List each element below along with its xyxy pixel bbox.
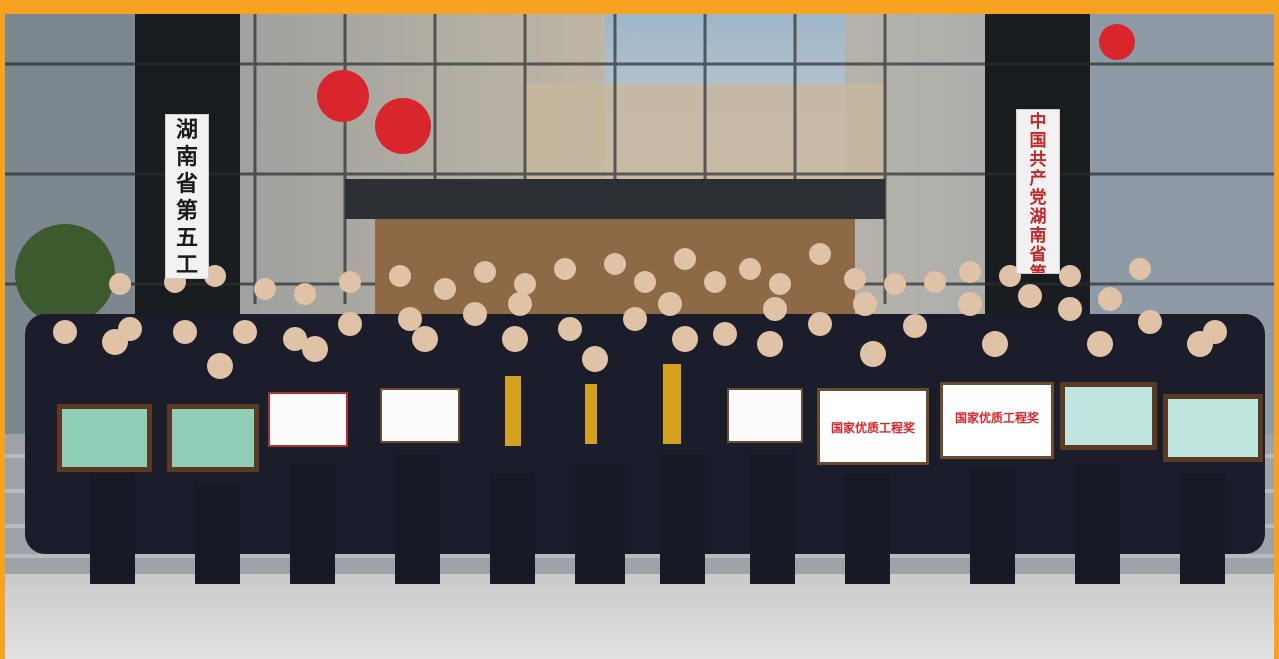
sign-char: 共 [1029,150,1047,170]
sign-char: 南 [1029,226,1047,246]
photo-scene [5,14,1274,659]
sign-char: 湖 [1029,207,1047,227]
building-sign-left: 湖 南 省 第 五 工 程 有 [165,114,209,279]
award-plaque-2: 国家优质工程奖 [940,382,1054,459]
certificate-frame-4 [1163,394,1263,462]
sign-char: 产 [1029,169,1047,189]
certificate-white-3 [727,388,803,443]
award-title: 国家优质工程奖 [830,421,915,435]
left-border [0,0,5,659]
sign-char: 省 [175,171,198,197]
certificate-white-1 [268,392,348,447]
certificate-frame-2 [167,404,259,472]
sign-char: 五 [175,225,198,251]
certificate-white-2 [380,388,460,443]
sign-char: 国 [1029,131,1047,151]
certificate-frame-1 [57,404,152,472]
award-title: 国家优质工程奖 [954,411,1039,425]
sign-char: 省 [1029,245,1047,265]
certificate-frame-3 [1060,382,1157,450]
building-sign-right: 中 国 共 产 党 湖 南 省 第 五 工 程 有 [1016,109,1060,274]
sign-char: 党 [1029,188,1047,208]
group-photo: 湖 南 省 第 五 工 程 有 中 国 共 产 党 湖 南 省 第 五 工 程 … [5,14,1274,659]
sign-char: 南 [175,144,198,170]
sign-char: 湖 [175,117,198,143]
sign-char: 第 [1029,264,1047,274]
sign-char: 第 [175,198,198,224]
sign-char: 中 [1029,112,1047,132]
award-plaque-1: 国家优质工程奖 [817,388,929,465]
sign-char: 工 [175,252,198,278]
right-border [1274,0,1279,659]
top-border [0,0,1279,14]
